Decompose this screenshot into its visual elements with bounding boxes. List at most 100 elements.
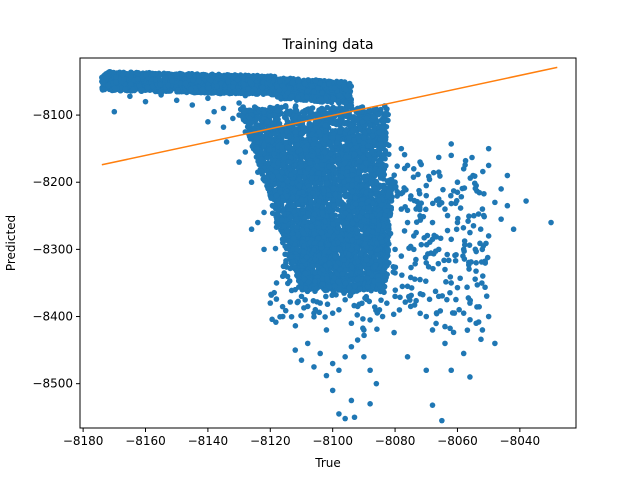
scatter-point bbox=[492, 199, 498, 206]
scatter-point bbox=[336, 367, 342, 374]
scatter-point bbox=[240, 81, 247, 88]
scatter-point bbox=[277, 78, 284, 84]
scatter-point bbox=[295, 78, 302, 85]
scatter-point bbox=[351, 414, 358, 421]
scatter-point bbox=[189, 102, 196, 108]
scatter-point bbox=[329, 360, 336, 367]
scatter-point bbox=[149, 83, 156, 90]
scatter-point bbox=[392, 246, 398, 253]
scatter-point bbox=[205, 118, 211, 125]
scatter-point bbox=[127, 81, 134, 88]
scatter-point bbox=[157, 88, 164, 94]
scatter-point bbox=[247, 79, 254, 85]
scatter-point bbox=[423, 192, 430, 199]
scatter-point bbox=[273, 280, 280, 286]
scatter-point bbox=[323, 372, 330, 379]
scatter-point bbox=[367, 401, 373, 407]
scatter-point bbox=[341, 120, 348, 127]
scatter-point bbox=[230, 73, 237, 80]
scatter-point bbox=[308, 83, 315, 89]
scatter-point bbox=[130, 86, 136, 93]
scatter-point bbox=[143, 72, 149, 78]
scatter-point bbox=[498, 216, 504, 222]
scatter-point bbox=[177, 80, 184, 87]
scatter-point bbox=[260, 79, 267, 86]
scatter-point bbox=[435, 154, 442, 161]
scatter-point bbox=[510, 226, 517, 233]
scatter-point bbox=[348, 343, 355, 350]
scatter-point bbox=[203, 73, 210, 80]
scatter-point bbox=[317, 106, 324, 113]
scatter-point bbox=[448, 280, 455, 286]
scatter-point bbox=[454, 284, 461, 291]
scatter-point bbox=[479, 327, 486, 333]
scatter-point bbox=[276, 94, 283, 100]
scatter-point bbox=[398, 145, 405, 152]
scatter-point bbox=[346, 80, 353, 87]
scatter-point bbox=[261, 246, 267, 253]
scatter-point bbox=[311, 364, 317, 370]
scatter-point bbox=[207, 77, 214, 84]
scatter-point bbox=[479, 206, 486, 212]
scatter-point bbox=[211, 89, 217, 96]
scatter-point bbox=[473, 260, 479, 266]
scatter-point bbox=[336, 307, 342, 313]
scatter-point bbox=[199, 71, 205, 78]
scatter-point bbox=[442, 323, 448, 330]
scatter-point bbox=[218, 80, 224, 87]
scatter-point bbox=[347, 103, 353, 109]
scatter-point bbox=[439, 417, 445, 424]
scatter-point bbox=[248, 226, 255, 233]
scatter-point bbox=[144, 84, 151, 91]
scatter-point bbox=[312, 77, 319, 84]
scatter-point bbox=[99, 86, 106, 92]
scatter-point bbox=[298, 293, 305, 300]
scatter-point bbox=[429, 219, 436, 226]
scatter-point bbox=[220, 124, 227, 130]
scatter-point bbox=[354, 337, 361, 343]
scatter-point bbox=[342, 296, 348, 303]
scatter-point bbox=[336, 79, 343, 86]
scatter-point bbox=[218, 73, 224, 79]
scatter-point bbox=[367, 317, 373, 323]
scatter-point bbox=[211, 108, 217, 115]
scatter-point bbox=[134, 76, 141, 83]
scatter-point bbox=[292, 347, 299, 353]
scatter-point bbox=[266, 74, 272, 80]
scatter-point bbox=[220, 105, 227, 112]
scatter-point bbox=[281, 85, 288, 92]
scatter-point bbox=[234, 76, 241, 83]
scatter-point bbox=[329, 310, 336, 316]
scatter-point bbox=[504, 202, 511, 209]
scatter-point bbox=[423, 313, 430, 320]
scatter-point bbox=[485, 162, 492, 169]
scatter-point bbox=[266, 89, 273, 96]
scatter-point bbox=[133, 69, 140, 76]
scatter-point bbox=[301, 80, 308, 87]
scatter-point bbox=[196, 77, 202, 84]
scatter-point bbox=[169, 78, 175, 84]
scatter-point bbox=[504, 172, 511, 179]
scatter-point bbox=[173, 97, 180, 104]
scatter-point bbox=[224, 89, 230, 96]
scatter-point bbox=[460, 350, 467, 357]
scatter-point bbox=[230, 115, 236, 122]
scatter-point bbox=[181, 76, 188, 82]
scatter-point bbox=[111, 85, 118, 91]
scatter-point bbox=[348, 397, 355, 404]
scatter-point bbox=[283, 103, 289, 110]
scatter-point bbox=[304, 340, 311, 347]
scatter-point bbox=[442, 340, 448, 347]
scatter-point bbox=[127, 93, 133, 100]
scatter-point bbox=[213, 83, 220, 90]
scatter-point bbox=[182, 80, 189, 87]
scatter-point bbox=[235, 88, 242, 95]
scatter-point bbox=[162, 74, 169, 81]
scatter-point bbox=[205, 95, 211, 102]
scatter-point bbox=[100, 79, 106, 85]
scatter-point bbox=[186, 73, 193, 79]
scatter-point bbox=[298, 357, 305, 363]
scatter-point bbox=[331, 85, 338, 91]
scatter-point bbox=[178, 71, 185, 77]
scatter-point bbox=[404, 354, 411, 360]
